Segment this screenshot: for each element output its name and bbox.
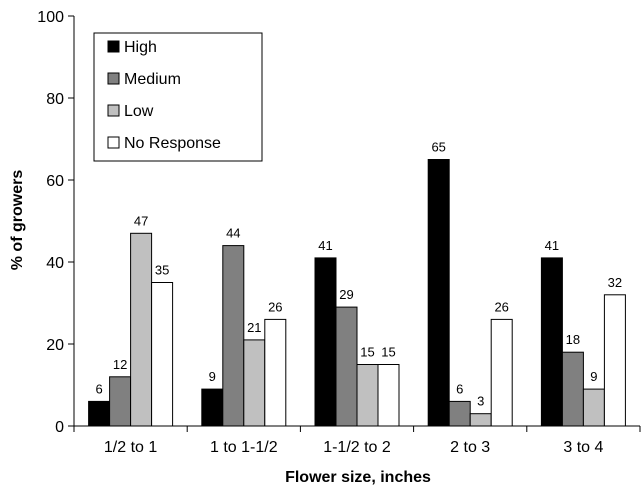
bar-no-response [490,318,513,427]
data-label: 15 [381,345,395,360]
y-axis-title: % of growers [9,170,26,271]
bar-high [88,400,111,427]
legend-label: Low [124,103,154,120]
bar-no-response [603,294,626,427]
bar-low [356,364,379,427]
bar-high [540,257,563,427]
x-axis-ticks: 1/2 to 1 1 to 1-1/2 1-1/2 to 2 2 to 3 3 to 4 [73,426,641,456]
data-label: 26 [494,299,508,314]
legend: High Medium Low No Response [93,32,263,162]
x-tick-label: 2 to 3 [450,439,490,456]
y-tick-label: 100 [37,9,64,26]
data-label: 21 [247,320,261,335]
bar-high [201,388,224,427]
bar-low [243,339,266,427]
bar-no-response [264,318,287,427]
legend-label: Medium [124,71,181,88]
legend-swatch [107,104,120,117]
bar-no-response [377,364,400,427]
x-tick-label: 3 to 4 [563,439,603,456]
data-label: 35 [155,263,169,278]
data-label: 44 [226,226,240,241]
bar-low [130,232,153,427]
data-label: 65 [431,140,445,155]
y-tick-label: 60 [46,173,64,190]
data-label: 32 [608,275,622,290]
data-label: 41 [545,238,559,253]
data-label: 3 [477,394,484,409]
legend-label: No Response [124,135,221,152]
bar-medium [222,245,245,427]
x-tick-label: 1-1/2 to 2 [323,439,391,456]
y-axis-ticks: 0 20 40 60 80 100 [37,9,74,436]
y-tick-label: 80 [46,91,64,108]
bar-medium [448,400,471,427]
data-label: 26 [268,299,282,314]
bar-low [582,388,605,427]
bar-no-response [151,282,174,427]
legend-swatch [107,72,120,85]
legend-swatch [107,136,120,149]
data-label: 41 [318,238,332,253]
data-label: 12 [113,357,127,372]
bar-high [427,159,450,427]
bar-medium [109,376,132,427]
data-label: 6 [95,381,102,396]
x-tick-label: 1 to 1-1/2 [210,439,278,456]
bar-medium [335,306,358,427]
bar-low [469,413,492,427]
bar-medium [561,351,584,427]
data-label: 9 [209,369,216,384]
x-tick-label: 1/2 to 1 [104,439,157,456]
legend-box [93,32,263,162]
bar-high [314,257,337,427]
legend-swatch [107,40,120,53]
y-tick-label: 0 [55,419,64,436]
data-label: 15 [360,345,374,360]
data-label: 29 [339,287,353,302]
y-tick-label: 40 [46,255,64,272]
data-label: 18 [566,332,580,347]
x-axis-title: Flower size, inches [285,469,431,486]
data-label: 47 [134,213,148,228]
y-tick-label: 20 [46,337,64,354]
data-label: 9 [590,369,597,384]
axes [73,16,640,427]
legend-label: High [124,39,157,56]
bars [88,159,626,427]
data-label: 6 [456,381,463,396]
